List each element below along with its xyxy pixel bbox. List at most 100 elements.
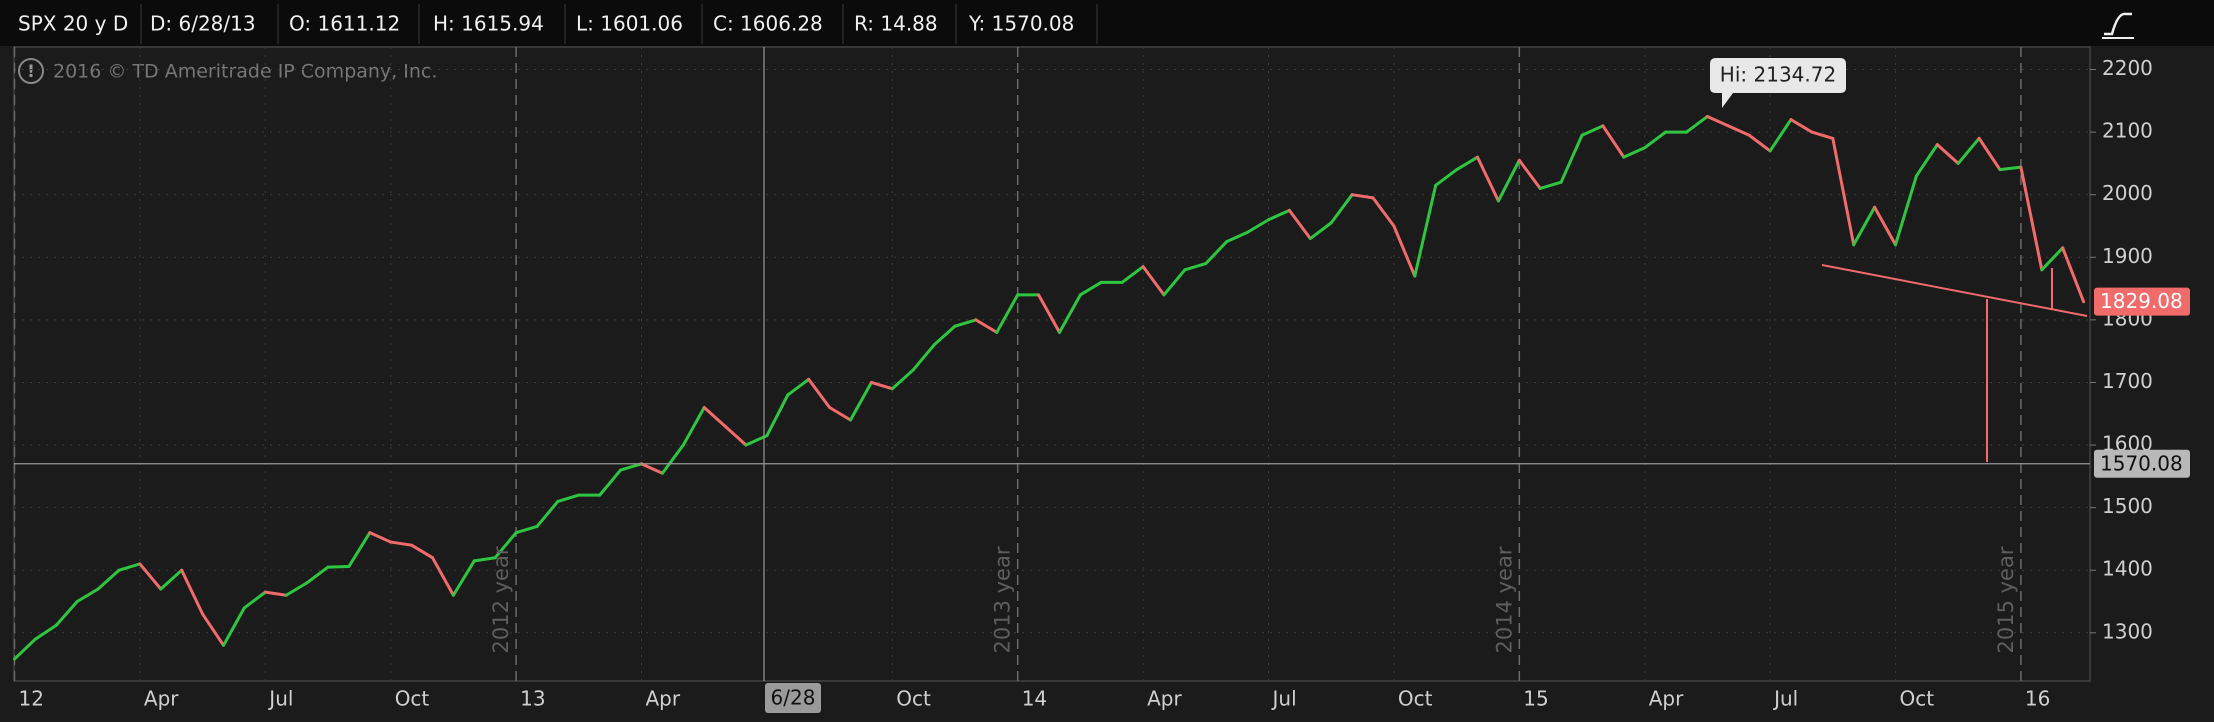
- price-segment: [305, 565, 330, 585]
- price-segment: [1601, 124, 1626, 159]
- price-segment: [1768, 118, 1793, 153]
- x-tick-label: Oct: [1398, 687, 1433, 711]
- price-segment: [2040, 246, 2065, 272]
- price-segment: [13, 637, 37, 661]
- price-segment: [786, 377, 811, 397]
- price-segment: [1747, 133, 1772, 153]
- price-segment: [869, 380, 894, 391]
- plot-frame: [13, 46, 2091, 682]
- price-segment: [1580, 124, 1605, 137]
- price-segment: [828, 405, 852, 422]
- drawings: [1821, 264, 2088, 462]
- x-tick-label: Jul: [267, 687, 293, 711]
- price-segment: [1120, 265, 1145, 284]
- price-segment: [1705, 114, 1730, 128]
- copyright: 2016 © TD Ameritrade IP Company, Inc.: [53, 61, 437, 83]
- header-date: D: 6/28/13: [150, 12, 256, 36]
- price-segment: [1225, 230, 1250, 244]
- price-segment: [138, 562, 163, 591]
- price-segment: [974, 318, 999, 334]
- cursor-date: 6/28: [771, 686, 816, 710]
- year-mark: 2012 year: [489, 546, 513, 653]
- price-segment: [1517, 158, 1542, 190]
- x-tick-label: 13: [520, 687, 545, 711]
- price-segment: [953, 318, 978, 328]
- price-segment: [1935, 143, 1960, 165]
- price-segment: [180, 568, 205, 616]
- price-segment: [75, 587, 100, 604]
- price-segment: [33, 623, 58, 641]
- price-segment: [765, 393, 790, 438]
- price-segment: [619, 462, 643, 472]
- x-tick-label: 16: [2025, 687, 2050, 711]
- price-segment: [1810, 130, 1835, 140]
- price-segment: [1204, 240, 1229, 266]
- price-segment: [347, 531, 372, 568]
- price-segment: [410, 543, 434, 560]
- x-tick-label: Oct: [1900, 687, 1935, 711]
- last-price-label: 1829.08: [2100, 289, 2183, 313]
- header-symbol[interactable]: SPX 20 y D: [18, 12, 128, 36]
- settings-icon[interactable]: [2100, 8, 2134, 39]
- y-tick-label: 2200: [2102, 56, 2153, 80]
- price-segment: [890, 368, 915, 391]
- price-segment: [451, 559, 476, 597]
- cursor-date-box: [765, 683, 821, 713]
- price-segment: [472, 556, 497, 563]
- price-segment: [1162, 268, 1187, 297]
- cursor-price-box: [2094, 449, 2190, 478]
- price-segment: [807, 377, 832, 409]
- y-tick-label: 1300: [2102, 619, 2153, 643]
- grid: [13, 47, 2090, 681]
- price-segment: [1726, 124, 1751, 137]
- price-segment: [1058, 293, 1082, 334]
- price-segment: [1496, 158, 1521, 203]
- y-tick-label: 1900: [2102, 244, 2153, 268]
- y-tick-label: 2000: [2102, 181, 2153, 205]
- price-segment: [222, 606, 246, 647]
- header-y: Y: 1570.08: [968, 12, 1074, 36]
- info-icon-mark: !: [27, 62, 35, 82]
- price-segment: [1078, 280, 1103, 297]
- x-tick-label: Oct: [395, 687, 430, 711]
- x-tick-label: Oct: [896, 687, 931, 711]
- price-segment: [702, 405, 727, 428]
- price-segment: [389, 540, 414, 547]
- hi-callout: Hi: 2134.72: [1710, 58, 1846, 108]
- x-tick-label: 14: [1022, 687, 1047, 711]
- y-tick-label: 1400: [2102, 557, 2153, 581]
- year-mark: 2013 year: [991, 546, 1015, 653]
- price-segment: [1141, 265, 1166, 297]
- price-segment: [1956, 136, 1981, 165]
- price-segment: [1183, 262, 1208, 272]
- price-segment: [640, 462, 664, 475]
- plot: [13, 114, 2086, 661]
- price-segment: [263, 590, 288, 597]
- price-segment: [1308, 221, 1333, 241]
- price-segment: [1538, 180, 1563, 190]
- x-tick-label: Jul: [1772, 687, 1798, 711]
- info-icon: [18, 58, 44, 84]
- price-segment: [535, 499, 560, 528]
- x-tick-label: 12: [19, 687, 44, 711]
- y-tick-label: 1700: [2102, 369, 2153, 393]
- x-tick-label: 15: [1523, 687, 1548, 711]
- price-segment: [1455, 155, 1479, 172]
- header-low: L: 1601.06: [576, 12, 683, 36]
- price-segment: [660, 443, 685, 475]
- year-mark: 2015 year: [1994, 546, 2018, 653]
- price-segment: [1977, 136, 2002, 172]
- price-segment: [1392, 224, 1417, 278]
- x-tick-label: Apr: [1147, 687, 1182, 711]
- price-segment: [2061, 246, 2086, 304]
- price-segment: [1873, 205, 1897, 247]
- price-segment: [1350, 193, 1375, 200]
- price-segment: [1329, 193, 1354, 225]
- price-segment: [368, 531, 393, 544]
- price-segment: [1559, 133, 1584, 184]
- header-open: O: 1611.12: [289, 12, 400, 36]
- x-tick-label: Apr: [646, 687, 681, 711]
- price-segment: [1246, 218, 1270, 234]
- y-tick-label: 1500: [2102, 494, 2153, 518]
